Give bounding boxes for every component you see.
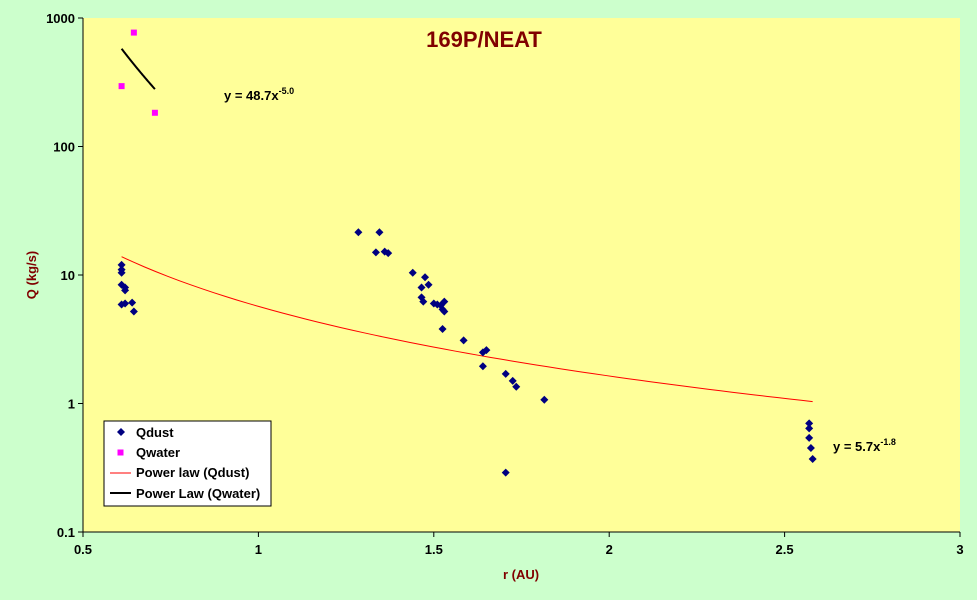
qdust-point — [117, 268, 126, 277]
legend-power-dust-label: Power law (Qdust) — [136, 465, 249, 480]
chart-title: 169P/NEAT — [426, 27, 542, 52]
legend-qdust-label: Qdust — [136, 425, 174, 440]
qdust-point — [512, 382, 521, 391]
qdust-point — [121, 286, 130, 295]
y-tick-label: 100 — [53, 140, 75, 155]
qdust-point — [805, 419, 814, 428]
x-tick-label: 2.5 — [776, 542, 794, 557]
qdust-point — [459, 336, 468, 345]
qdust-point — [806, 444, 815, 453]
axes: 0.5 1 1.5 2 2.5 3 0.1 1 10 100 1000 — [46, 11, 964, 557]
qdust-point — [501, 468, 510, 477]
y-axis-title: Q (kg/s) — [24, 251, 39, 299]
qdust-point — [424, 280, 433, 289]
x-tick-label: 0.5 — [74, 542, 92, 557]
qdust-point — [375, 228, 384, 237]
qdust-point — [384, 249, 393, 258]
qwater-point — [151, 109, 158, 116]
x-tick-label: 3 — [956, 542, 963, 557]
qdust-point — [128, 298, 137, 307]
qdust-point — [121, 299, 130, 308]
qdust-point — [440, 307, 449, 316]
power-law-qwater-line — [120, 48, 156, 90]
power-law-qdust-line — [121, 256, 813, 403]
qdust-point — [440, 297, 449, 306]
qdust-point — [478, 362, 487, 371]
y-tick-label: 1 — [68, 397, 75, 412]
legend-qwater-label: Qwater — [136, 445, 180, 460]
dust-fit-equation: y = 5.7x-1.8 — [833, 437, 896, 454]
qdust-point — [371, 248, 380, 257]
qdust-point — [508, 376, 517, 385]
legend-qdust-marker — [117, 428, 125, 436]
qdust-point — [805, 424, 814, 433]
chart-marks — [117, 29, 817, 477]
qdust-point — [117, 260, 126, 269]
x-tick-label: 1 — [255, 542, 262, 557]
qdust-point — [421, 273, 430, 282]
qdust-point — [129, 307, 138, 316]
qdust-point — [417, 283, 426, 292]
x-axis-title: r (AU) — [503, 567, 539, 582]
qwater-point — [130, 29, 137, 36]
qdust-point — [482, 346, 491, 355]
qdust-point — [438, 324, 447, 333]
qdust-point — [419, 297, 428, 306]
legend-box — [103, 420, 272, 507]
qdust-point — [354, 228, 363, 237]
legend-qwater-marker — [117, 449, 124, 456]
water-fit-equation: y = 48.7x-5.0 — [224, 86, 294, 103]
legend-power-water-label: Power Law (Qwater) — [136, 486, 260, 501]
qdust-point — [540, 395, 549, 404]
x-tick-label: 2 — [606, 542, 613, 557]
y-tick-label: 10 — [61, 268, 75, 283]
qdust-point — [408, 268, 417, 277]
y-tick-label: 1000 — [46, 11, 75, 26]
y-tick-label: 0.1 — [57, 525, 75, 540]
qwater-point — [118, 83, 125, 90]
legend: Qdust Qwater Power law (Qdust) Power Law… — [103, 420, 272, 507]
qdust-point — [808, 454, 817, 463]
qdust-point — [805, 433, 814, 442]
qdust-point — [501, 369, 510, 378]
x-tick-label: 1.5 — [425, 542, 443, 557]
